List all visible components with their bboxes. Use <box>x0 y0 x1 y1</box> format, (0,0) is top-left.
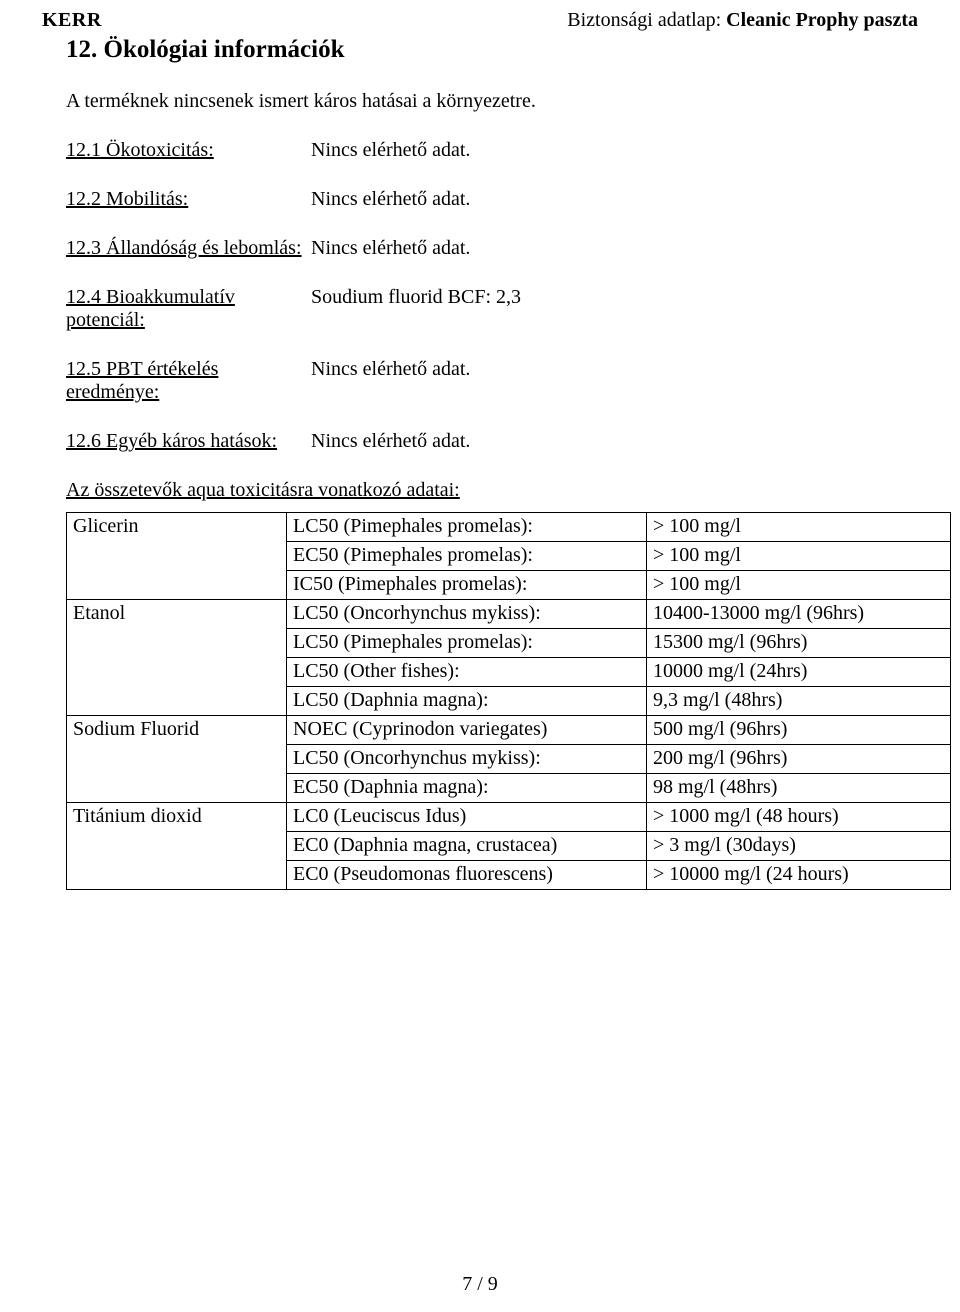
value-cell: 500 mg/l (96hrs) <box>647 716 951 745</box>
test-cell: EC50 (Pimephales promelas): <box>287 542 647 571</box>
kv-key: 12.3 Állandóság és lebomlás: <box>66 237 311 260</box>
kv-key: 12.4 Bioakkumulatív potenciál: <box>66 286 311 332</box>
value-cell: 9,3 mg/l (48hrs) <box>647 687 951 716</box>
kv-key: 12.5 PBT értékelés eredménye: <box>66 358 311 404</box>
test-cell: LC50 (Oncorhynchus mykiss): <box>287 745 647 774</box>
kv-key: 12.2 Mobilitás: <box>66 188 311 211</box>
table-row: Etanol LC50 (Oncorhynchus mykiss): 10400… <box>67 600 951 629</box>
page-header: KERR Biztonsági adatlap: Cleanic Prophy … <box>42 8 918 32</box>
test-cell: NOEC (Cyprinodon variegates) <box>287 716 647 745</box>
kv-val: Nincs elérhető adat. <box>311 188 918 211</box>
toxicity-table: Glicerin LC50 (Pimephales promelas): > 1… <box>66 512 951 890</box>
value-cell: 10000 mg/l (24hrs) <box>647 658 951 687</box>
page: KERR Biztonsági adatlap: Cleanic Prophy … <box>0 0 960 1312</box>
toxicity-subheader: Az összetevők aqua toxicitásra vonatkozó… <box>66 479 918 502</box>
kv-row-other: 12.6 Egyéb káros hatások: Nincs elérhető… <box>66 430 918 453</box>
test-cell: LC50 (Other fishes): <box>287 658 647 687</box>
brand: KERR <box>42 8 102 32</box>
test-cell: EC0 (Daphnia magna, crustacea) <box>287 832 647 861</box>
test-cell: LC0 (Leuciscus Idus) <box>287 803 647 832</box>
value-cell: > 10000 mg/l (24 hours) <box>647 861 951 890</box>
page-footer: 7 / 9 <box>0 1273 960 1296</box>
kv-row-bioaccum: 12.4 Bioakkumulatív potenciál: Soudium f… <box>66 286 918 332</box>
doc-title: Biztonsági adatlap: Cleanic Prophy paszt… <box>567 8 918 32</box>
value-cell: > 100 mg/l <box>647 513 951 542</box>
kv-key: 12.6 Egyéb káros hatások: <box>66 430 311 453</box>
value-cell: 15300 mg/l (96hrs) <box>647 629 951 658</box>
substance-cell: Sodium Fluorid <box>67 716 287 803</box>
value-cell: > 100 mg/l <box>647 542 951 571</box>
test-cell: EC50 (Daphnia magna): <box>287 774 647 803</box>
value-cell: 200 mg/l (96hrs) <box>647 745 951 774</box>
substance-cell: Etanol <box>67 600 287 716</box>
kv-row-pbt: 12.5 PBT értékelés eredménye: Nincs elér… <box>66 358 918 404</box>
table-row: Titánium dioxid LC0 (Leuciscus Idus) > 1… <box>67 803 951 832</box>
kv-val: Nincs elérhető adat. <box>311 237 918 260</box>
doc-label: Biztonsági adatlap <box>567 9 715 31</box>
intro-text: A terméknek nincsenek ismert káros hatás… <box>66 90 918 113</box>
kv-val: Nincs elérhető adat. <box>311 358 918 404</box>
value-cell: > 100 mg/l <box>647 571 951 600</box>
table-row: Glicerin LC50 (Pimephales promelas): > 1… <box>67 513 951 542</box>
test-cell: IC50 (Pimephales promelas): <box>287 571 647 600</box>
kv-val: Nincs elérhető adat. <box>311 139 918 162</box>
test-cell: LC50 (Oncorhynchus mykiss): <box>287 600 647 629</box>
kv-block: 12.1 Ökotoxicitás: Nincs elérhető adat. … <box>66 139 918 453</box>
table-row: Sodium Fluorid NOEC (Cyprinodon variegat… <box>67 716 951 745</box>
kv-key: 12.1 Ökotoxicitás: <box>66 139 311 162</box>
value-cell: 10400-13000 mg/l (96hrs) <box>647 600 951 629</box>
kv-val: Soudium fluorid BCF: 2,3 <box>311 286 918 332</box>
test-cell: EC0 (Pseudomonas fluorescens) <box>287 861 647 890</box>
kv-row-mobility: 12.2 Mobilitás: Nincs elérhető adat. <box>66 188 918 211</box>
kv-row-persistence: 12.3 Állandóság és lebomlás: Nincs elérh… <box>66 237 918 260</box>
test-cell: LC50 (Pimephales promelas): <box>287 513 647 542</box>
substance-cell: Titánium dioxid <box>67 803 287 890</box>
section-title: 12. Ökológiai információk <box>66 36 918 64</box>
value-cell: 98 mg/l (48hrs) <box>647 774 951 803</box>
value-cell: > 1000 mg/l (48 hours) <box>647 803 951 832</box>
test-cell: LC50 (Pimephales promelas): <box>287 629 647 658</box>
substance-cell: Glicerin <box>67 513 287 600</box>
test-cell: LC50 (Daphnia magna): <box>287 687 647 716</box>
value-cell: > 3 mg/l (30days) <box>647 832 951 861</box>
kv-val: Nincs elérhető adat. <box>311 430 918 453</box>
kv-row-ecotox: 12.1 Ökotoxicitás: Nincs elérhető adat. <box>66 139 918 162</box>
product-name: Cleanic Prophy paszta <box>726 9 918 31</box>
